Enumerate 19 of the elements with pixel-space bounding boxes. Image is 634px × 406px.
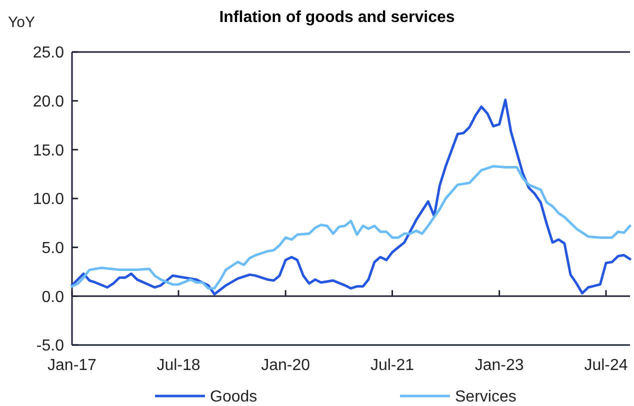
- x-tick-label: Jan-20: [261, 357, 310, 374]
- y-tick-label: 25.0: [32, 44, 64, 62]
- chart-title: Inflation of goods and services: [219, 9, 455, 26]
- legend-label: Goods: [210, 388, 258, 406]
- legend-label: Services: [455, 388, 516, 406]
- x-tick-label: Jul-18: [156, 357, 200, 374]
- y-tick-label: 0.0: [42, 288, 64, 306]
- y-tick-label: -5.0: [36, 338, 64, 355]
- x-tick-label: Jan-23: [474, 357, 524, 374]
- x-tick-label: Jan-17: [48, 357, 97, 374]
- line-series: [70, 165, 632, 290]
- y-axis-title: YoY: [8, 14, 35, 31]
- y-tick-label: 15.0: [32, 142, 64, 160]
- x-tick-label: Jul-21: [370, 357, 414, 374]
- y-tick-label: 5.0: [42, 240, 64, 257]
- line-series: [70, 98, 632, 296]
- x-tick-label: Jul-24: [584, 357, 628, 374]
- y-tick-label: 10.0: [32, 191, 64, 208]
- y-tick-label: 20.0: [32, 93, 64, 110]
